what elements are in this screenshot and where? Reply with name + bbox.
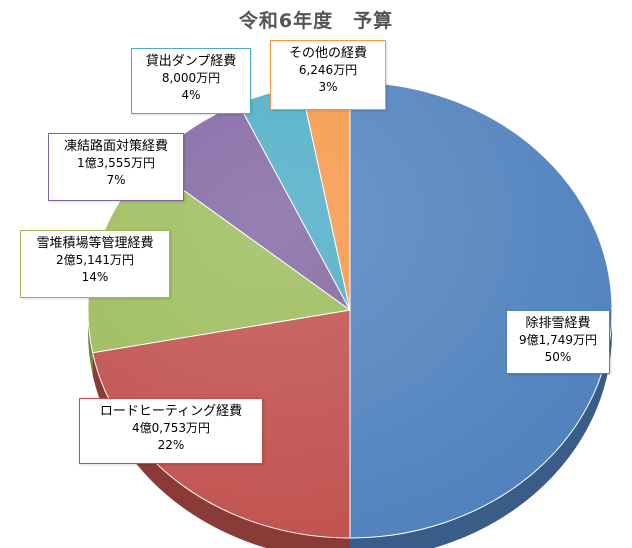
slice-label-amount: 6,246万円	[298, 63, 358, 77]
slice-label-name: 雪堆積場等管理経費	[36, 236, 154, 251]
slice-label-name: 除排雪経費	[525, 316, 591, 331]
slice-label-percent: 3%	[318, 80, 338, 94]
slice-label-percent: 4%	[181, 88, 201, 102]
slice-label-percent: 50%	[544, 350, 572, 364]
slice-label-amount: 2億5,141万円	[56, 253, 134, 267]
slice-label-amount: 8,000万円	[161, 71, 221, 85]
callout-snow-removal: 除排雪経費 9億1,749万円 50%	[506, 310, 610, 374]
slice-label-name: その他の経費	[288, 46, 367, 61]
slice-label-amount: 4億0,753万円	[132, 421, 210, 435]
callout-dump-rental: 貸出ダンプ経費 8,000万円 4%	[131, 48, 251, 114]
callout-icy-road: 凍結路面対策経費 1億3,555万円 7%	[48, 133, 184, 201]
slice-label-amount: 1億3,555万円	[77, 156, 155, 170]
slice-label-name: 貸出ダンプ経費	[145, 54, 237, 69]
slice-label-percent: 14%	[81, 270, 109, 284]
slice-label-amount: 9億1,749万円	[519, 333, 597, 347]
chart-title: 令和6年度 予算	[238, 10, 394, 32]
slice-label-name: ロードヒーティング経費	[99, 404, 243, 419]
slice-label-name: 凍結路面対策経費	[63, 139, 168, 154]
slice-label-percent: 7%	[106, 173, 126, 187]
slice-label-percent: 22%	[157, 438, 185, 452]
callout-other: その他の経費 6,246万円 3%	[270, 40, 386, 110]
callout-snow-storage: 雪堆積場等管理経費 2億5,141万円 14%	[20, 230, 170, 298]
callout-road-heating: ロードヒーティング経費 4億0,753万円 22%	[79, 398, 263, 464]
